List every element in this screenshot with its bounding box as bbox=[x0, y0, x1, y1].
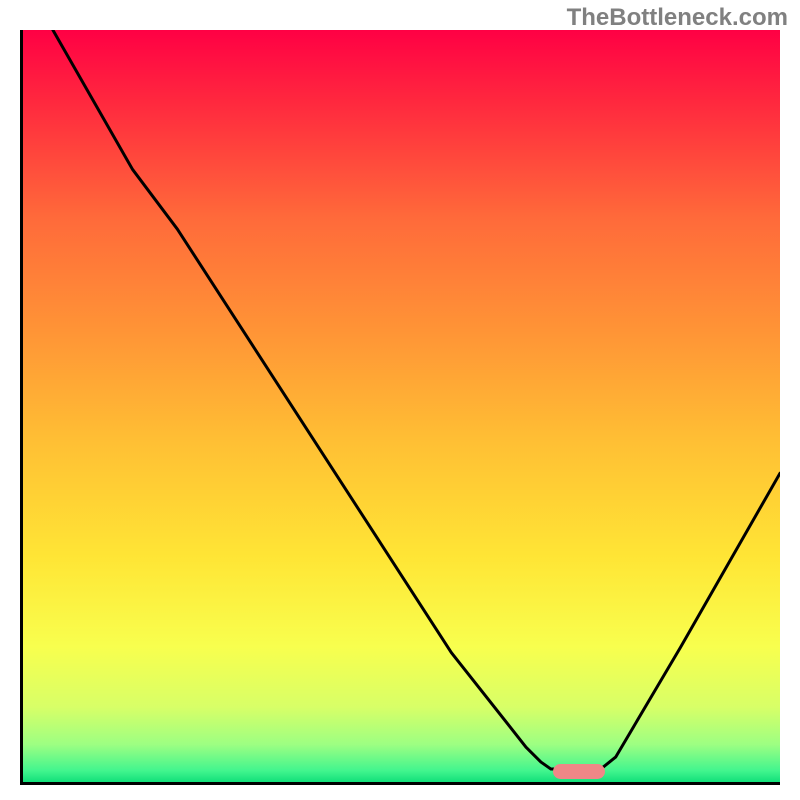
watermark-text: TheBottleneck.com bbox=[567, 4, 788, 32]
performance-curve bbox=[23, 30, 780, 782]
plot-area bbox=[20, 30, 780, 785]
chart-container: TheBottleneck.com bbox=[0, 0, 800, 800]
optimal-marker bbox=[553, 764, 605, 779]
